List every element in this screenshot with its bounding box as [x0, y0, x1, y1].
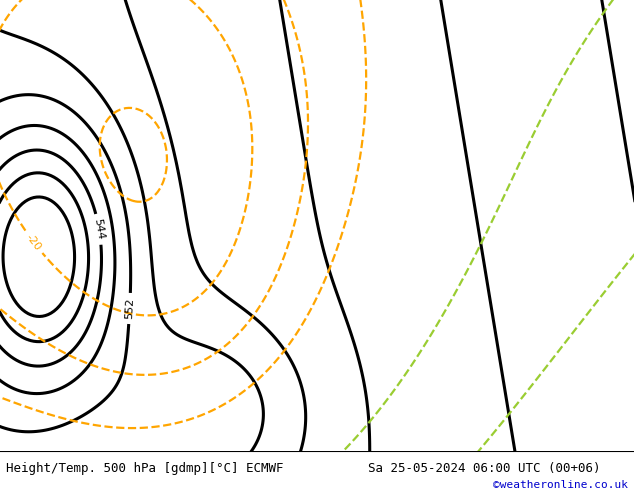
Text: 544: 544 — [93, 218, 106, 241]
Text: Sa 25-05-2024 06:00 UTC (00+06): Sa 25-05-2024 06:00 UTC (00+06) — [368, 462, 600, 475]
Text: -20: -20 — [24, 232, 43, 252]
Text: Height/Temp. 500 hPa [gdmp][°C] ECMWF: Height/Temp. 500 hPa [gdmp][°C] ECMWF — [6, 462, 284, 475]
Text: 552: 552 — [124, 298, 135, 319]
Text: ©weatheronline.co.uk: ©weatheronline.co.uk — [493, 480, 628, 490]
